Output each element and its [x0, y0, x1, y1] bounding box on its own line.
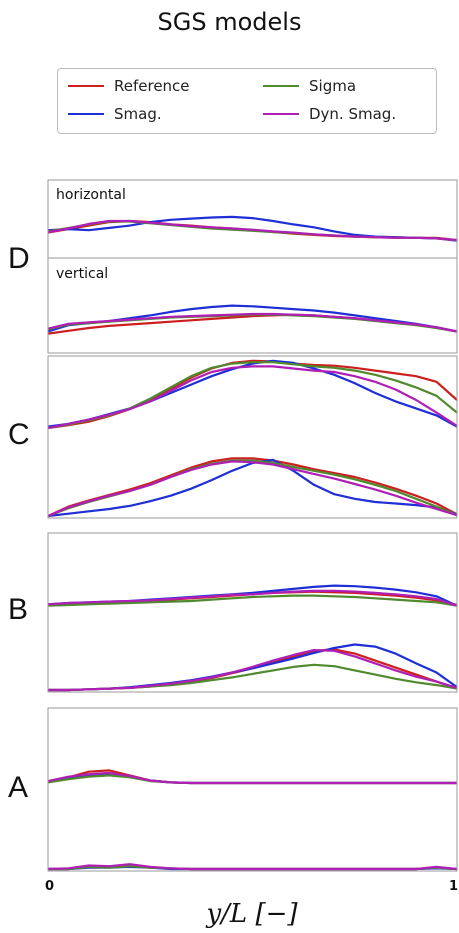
legend-swatch-reference [68, 85, 104, 87]
series-line-a-1-sigma [47, 774, 457, 785]
series-line-c-1-dyn-smag [47, 365, 458, 430]
panel-label-b: B [8, 593, 28, 626]
legend-item-reference: Reference [68, 75, 190, 97]
panel-label-a: A [8, 771, 28, 804]
panel-frame-c [47, 355, 458, 519]
legend-swatch-sigma [263, 85, 299, 87]
series-line-a-2-dyn-smag [47, 863, 458, 871]
series-line-d-2-dyn-smag [47, 312, 458, 333]
panel-frame-a [47, 707, 458, 872]
legend-label-sigma: Sigma [309, 77, 357, 95]
series-line-d-1-dyn-smag [47, 219, 458, 242]
chart-title: SGS models [157, 8, 302, 36]
subplot-label-d-2: vertical [56, 266, 108, 282]
legend-label-smag: Smag. [114, 105, 162, 123]
series-line-b-1-dyn-smag [47, 589, 458, 607]
series-line-d-2-smag [47, 304, 458, 333]
series-line-c-2-dyn-smag [47, 460, 458, 518]
legend-item-dyn-smag: Dyn. Smag. [263, 103, 396, 125]
legend-label-reference: Reference [114, 77, 190, 95]
series-line-c-1-reference [47, 359, 458, 430]
panel-label-c: C [8, 418, 30, 451]
series-line-a-1-dyn-smag [47, 771, 457, 785]
panel-frame-b [47, 532, 458, 693]
series-line-c-2-reference [47, 457, 458, 517]
legend: Reference Sigma Smag. Dyn. Smag. [57, 68, 437, 134]
x-tick-1: 1 [449, 879, 458, 894]
panel-label-d: D [8, 242, 30, 275]
legend-swatch-smag [68, 113, 104, 115]
legend-item-smag: Smag. [68, 103, 162, 125]
legend-label-dyn-smag: Dyn. Smag. [309, 105, 397, 123]
legend-item-sigma: Sigma [263, 75, 356, 97]
panel-frame-d [47, 179, 458, 354]
subplot-label-d-1: horizontal [56, 187, 126, 203]
x-axis-label: y/L [−] [205, 899, 298, 929]
series-line-b-1-sigma [47, 594, 458, 607]
legend-swatch-dyn-smag [263, 113, 299, 115]
series-line-c-1-sigma [47, 361, 458, 430]
x-tick-0: 0 [45, 879, 54, 894]
series-line-b-2-dyn-smag [48, 648, 458, 692]
